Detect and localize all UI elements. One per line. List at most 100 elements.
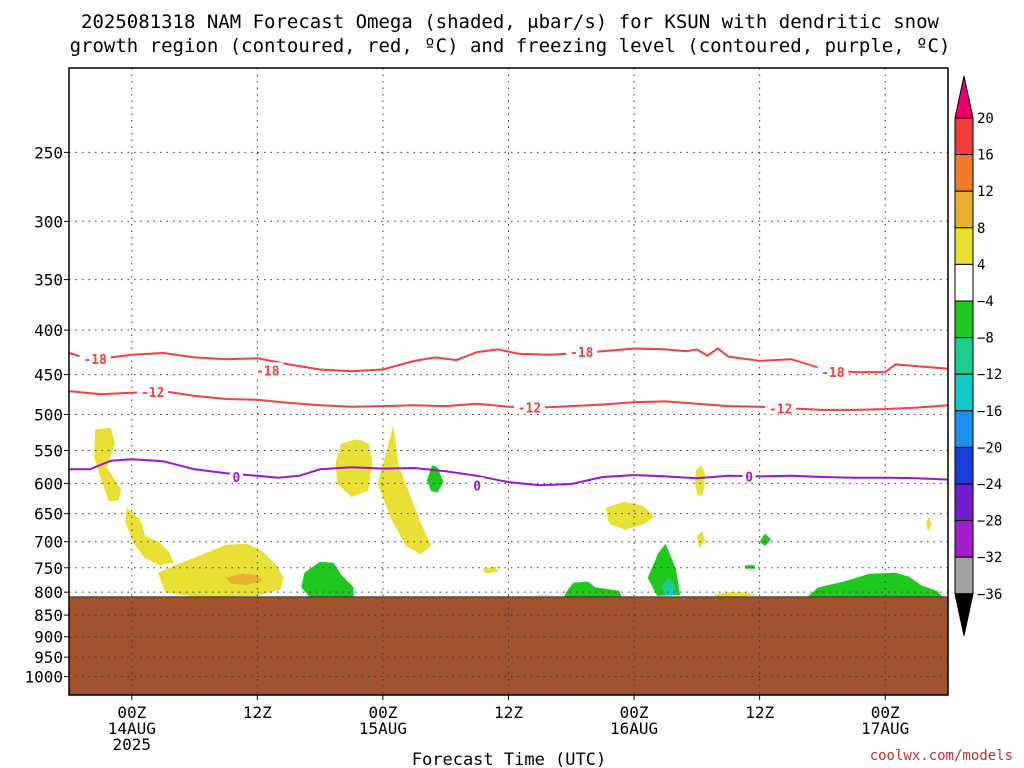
contour-label-1-0: -12 [141,386,164,401]
contour-label-bg-1-2 [765,400,797,415]
omega-region-14 [694,465,706,496]
xtick-label-6-1: 00Z [871,703,900,722]
chart-title-line2: growth region (contoured, red, ºC) and f… [70,35,951,57]
omega-region-13 [665,587,674,596]
omega-region-6 [301,561,354,597]
colorbar: 20 16 12 8 4 −4 −8 −12 −16 −20 −24 −28 −32 −36 [954,75,1002,636]
ytick-label-250: 250 [34,143,63,162]
omega-region-21 [529,594,556,596]
contour-label-bg-1-0 [137,383,169,398]
credit-text: coolwx.com/models [870,748,1013,764]
ytick-label-350: 350 [34,271,63,290]
omega-region-15 [696,530,706,549]
colorbar-box-5 [954,300,974,339]
xtick-label-0-1: 00Z [117,703,146,722]
colorbar-box-0 [954,117,974,156]
contour-label-bg-0-1 [252,362,284,377]
contour-label-2-1: 0 [473,479,481,494]
xtick-label-0-3: 2025 [113,735,152,754]
contour-line-m18 [68,347,949,374]
colorbar-label-2: 12 [977,184,994,200]
contour-label-2-2: 0 [745,470,753,485]
omega-region-19 [807,572,943,597]
colorbar-box-2 [954,190,974,229]
ytick-label-750: 750 [34,559,63,578]
colorbar-label-1: 16 [977,148,994,164]
colorbar-label-5: −4 [977,294,994,310]
colorbar-label-0: 20 [977,111,994,127]
colorbar-box-1 [954,154,974,192]
ytick-label-650: 650 [34,505,63,524]
ytick-label-450: 450 [34,366,63,385]
colorbar-label-8: −16 [977,404,1002,420]
xtick-label-3-1: 12Z [494,703,523,722]
colorbar-box-8 [954,410,974,448]
omega-region-1 [125,507,174,566]
contour-label-1-1: -12 [518,402,541,417]
contour-line-m12 [68,390,949,411]
colorbar-bottom-triangle [954,593,974,636]
colorbar-top-triangle [954,75,974,119]
colorbar-label-4: 4 [977,257,985,273]
contour-label-1-2: -12 [769,402,792,417]
contour-label-bg-0-2 [566,344,598,359]
ytick-label-300: 300 [34,212,63,231]
omega-region-7 [426,465,444,493]
contour-label-2-0: 0 [233,471,241,486]
colorbar-label-7: −12 [977,367,1002,383]
contour-label-bg-0-0 [79,351,111,366]
contour-label-0-0: -18 [83,353,107,368]
colorbar-label-10: −24 [977,477,1002,493]
contour-label-bg-2-1 [470,477,484,492]
ytick-label-700: 700 [34,533,63,552]
axes: 250 300 350 400 450 500 550 600 650 700 750 800 850 9… [24,67,949,754]
omega-region-2 [157,543,284,597]
colorbar-box-11 [954,520,974,558]
omega-region-9 [564,581,622,597]
contour-label-bg-2-0 [229,469,243,484]
colorbar-label-12: −32 [977,550,1002,566]
colorbar-label-13: −36 [977,587,1002,603]
xtick-label-4-2: 16AUG [610,719,658,738]
xtick-label-2-1: 00Z [368,703,397,722]
xtick-label-5-1: 12Z [745,703,774,722]
ytick-label-900: 900 [34,628,63,647]
colorbar-box-12 [954,556,974,595]
colorbar-label-11: −28 [977,514,1002,530]
xtick-label-1-1: 12Z [243,703,272,722]
colorbar-box-4 [954,263,974,302]
omega-region-16 [712,592,758,597]
omega-region-3 [226,573,263,585]
colorbar-box-10 [954,483,974,522]
omega-region-20 [926,516,932,532]
colorbar-label-9: −20 [977,440,1002,456]
omega-region-18 [759,533,772,546]
ytick-label-400: 400 [34,321,63,340]
ytick-label-500: 500 [34,405,63,424]
contour-label-0-1: -18 [256,364,280,379]
omega-region-17 [745,565,756,569]
ytick-label-550: 550 [34,442,63,461]
omega-region-5 [377,425,432,555]
ytick-label-1000: 1000 [24,668,63,687]
colorbar-box-7 [954,373,974,412]
grid-lines [69,68,948,695]
contour-label-0-3: -18 [821,366,845,381]
plot-frame [68,67,949,696]
omega-region-8 [482,566,498,574]
omega-region-10 [605,501,655,530]
contour-label-bg-0-3 [817,364,849,379]
colorbar-box-9 [954,446,974,485]
terrain-block [69,596,948,695]
temperature-contours: -18 -18 -18 -18 -12 -12 -12 0 0 0 [68,344,949,494]
omega-shading [94,425,943,597]
contour-line-0 [69,458,949,487]
terrain-fill [69,596,948,695]
x-axis-label: Forecast Time (UTC) [412,750,606,768]
ytick-label-800: 800 [34,583,63,602]
chart-title-line1: 2025081318 NAM Forecast Omega (shaded, μ… [81,11,939,33]
ytick-label-850: 850 [34,606,63,625]
xtick-label-0-2: 14AUG [108,719,156,738]
colorbar-label-3: 8 [977,221,985,237]
